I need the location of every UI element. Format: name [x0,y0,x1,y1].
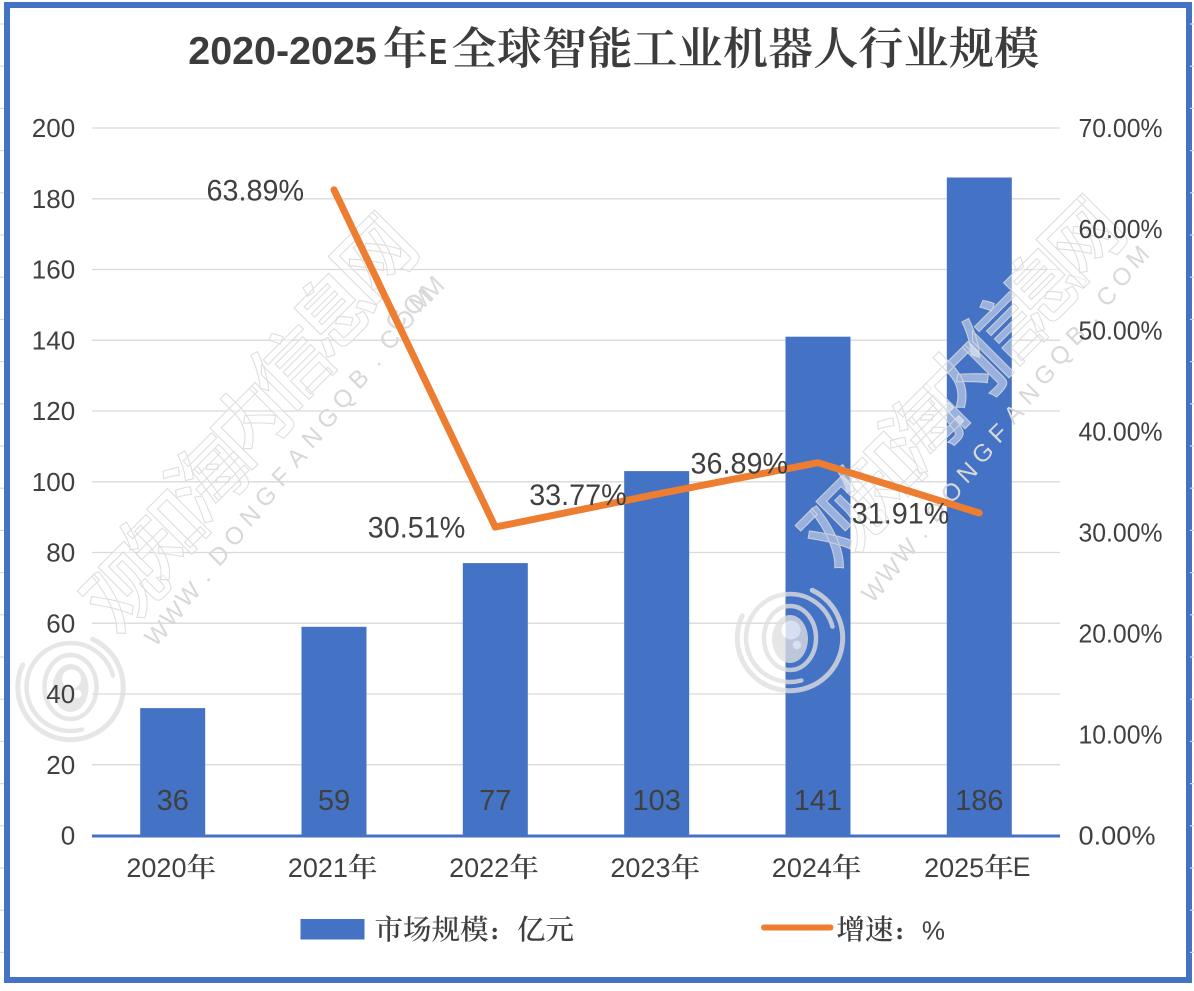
svg-text:2022: 2022 [449,853,509,883]
svg-text:2023: 2023 [610,853,670,883]
svg-text:36: 36 [157,785,189,817]
svg-text:2021: 2021 [288,853,348,883]
svg-text:30.51%: 30.51% [368,512,466,545]
svg-text:120: 120 [32,396,75,426]
svg-text:70.00%: 70.00% [1079,113,1163,143]
svg-text:60.00%: 60.00% [1079,214,1163,244]
svg-text:141: 141 [794,785,842,817]
svg-text:63.89%: 63.89% [207,174,305,207]
svg-text:33.77%: 33.77% [529,479,627,512]
svg-text:103: 103 [633,785,681,817]
svg-text:160: 160 [32,255,75,285]
svg-text:140: 140 [32,325,75,355]
svg-text:2024: 2024 [772,853,832,883]
svg-text:20: 20 [46,750,75,780]
svg-text:E: E [1013,852,1031,882]
svg-text:30.00%: 30.00% [1079,517,1163,547]
svg-text:59: 59 [318,785,350,817]
svg-text:200: 200 [32,113,75,143]
svg-text:E: E [429,31,447,72]
svg-text:0: 0 [61,821,75,851]
svg-text:31.91%: 31.91% [852,498,950,531]
svg-text:60: 60 [46,608,75,638]
svg-text:36.89%: 36.89% [691,447,789,480]
svg-text:180: 180 [32,184,75,214]
svg-text:2020: 2020 [126,853,186,883]
svg-text:50.00%: 50.00% [1079,315,1163,345]
svg-text:77: 77 [479,785,511,817]
svg-text:40: 40 [46,679,75,709]
svg-text:10.00%: 10.00% [1079,720,1163,750]
svg-text:2020-2025: 2020-2025 [188,30,376,73]
svg-text:2025: 2025 [924,853,984,883]
svg-text:100: 100 [32,467,75,497]
svg-text:0.00%: 0.00% [1079,821,1156,851]
svg-text:20.00%: 20.00% [1079,619,1163,649]
svg-text:80: 80 [46,538,75,568]
svg-text:186: 186 [955,785,1003,817]
svg-text:40.00%: 40.00% [1079,416,1163,446]
svg-text:%: % [922,916,945,946]
